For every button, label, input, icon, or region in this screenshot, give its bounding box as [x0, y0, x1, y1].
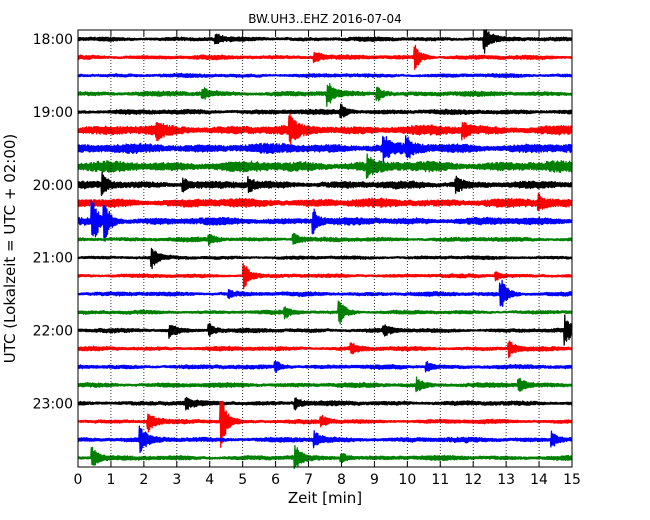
trace-2045 — [77, 232, 573, 246]
plot-frame — [77, 29, 573, 468]
trace-1800 — [77, 29, 573, 54]
trace-2145 — [77, 300, 573, 325]
trace-2115 — [77, 262, 573, 290]
vertical-gridlines — [110, 30, 540, 467]
x-tick-label: 8 — [337, 472, 346, 488]
x-tick-label: 6 — [271, 472, 280, 488]
trace-2345 — [77, 444, 573, 469]
x-tick-label: 3 — [172, 472, 181, 488]
trace-2100 — [77, 247, 573, 270]
y-tick-label: 19:00 — [33, 105, 73, 121]
trace-1930 — [77, 135, 573, 165]
seismic-traces — [77, 29, 573, 469]
trace-1945 — [77, 153, 573, 179]
x-tick-label: 4 — [205, 472, 214, 488]
x-tick-label: 2 — [139, 472, 148, 488]
trace-1815 — [77, 44, 573, 70]
x-tick-label: 11 — [431, 472, 449, 488]
y-tick-label: 18:00 — [33, 32, 73, 48]
y-tick-label: 23:00 — [33, 396, 73, 412]
x-tick-label: 9 — [370, 472, 379, 488]
trace-2300 — [77, 396, 573, 411]
trace-2015 — [77, 193, 573, 212]
x-tick-label: 0 — [74, 472, 83, 488]
y-tick-label: 21:00 — [33, 251, 73, 267]
trace-1845 — [77, 83, 573, 107]
x-tick-label: 5 — [238, 472, 247, 488]
trace-2200 — [77, 314, 573, 346]
chart-title: BW.UH3..EHZ 2016-07-04 — [248, 12, 402, 26]
x-axis-label: Zeit [min] — [288, 489, 362, 507]
x-tick-label: 15 — [563, 472, 581, 488]
y-tick-label: 22:00 — [33, 323, 73, 339]
y-tick-label: 20:00 — [33, 178, 73, 194]
x-tick-label: 7 — [304, 472, 313, 488]
trace-2330 — [77, 425, 573, 454]
x-tick-label: 13 — [497, 472, 515, 488]
trace-2315 — [77, 400, 573, 448]
trace-1830 — [77, 72, 573, 79]
trace-2000 — [77, 171, 573, 197]
x-tick-label: 1 — [106, 472, 115, 488]
y-axis-label: UTC (Lokalzeit = UTC + 02:00) — [1, 134, 19, 364]
trace-2030 — [77, 199, 573, 242]
x-tick-label: 10 — [398, 472, 416, 488]
trace-1900 — [77, 103, 573, 119]
trace-1915 — [77, 113, 573, 145]
trace-2130 — [77, 279, 573, 308]
axis-ticks: 0 1 2 3 4 5 6 7 8 9 10 11 12 13 14 1518:0019:0020:0021:… — [33, 30, 581, 488]
trace-2230 — [77, 360, 573, 374]
x-tick-label: 12 — [464, 472, 482, 488]
trace-2215 — [77, 340, 573, 359]
trace-2245 — [77, 376, 573, 393]
x-tick-label: 14 — [530, 472, 548, 488]
